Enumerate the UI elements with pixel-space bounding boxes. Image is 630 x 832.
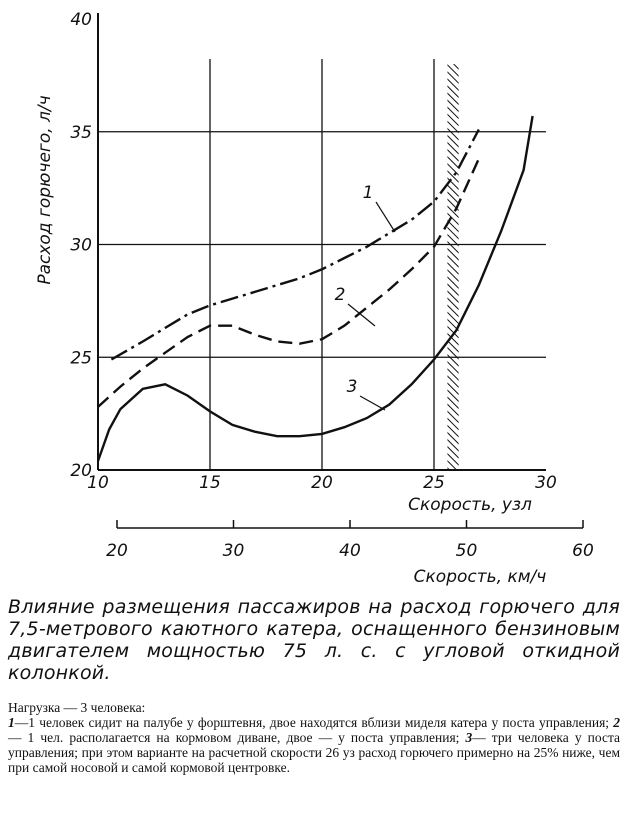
x-tick-label: 10 (87, 473, 109, 493)
y-tick-label: 30 (70, 236, 92, 256)
item-number: 3 (465, 730, 473, 745)
item-number: 1 (8, 715, 15, 730)
y-tick-label: 35 (70, 123, 92, 143)
x2-tick-label: 50 (456, 541, 478, 561)
series-line (97, 158, 480, 408)
x-tick-label: 25 (423, 473, 445, 493)
caption: Влияние размещения пассажиров на расход … (8, 596, 620, 684)
series-line (110, 128, 480, 361)
item-text: —1 человек сидит на палубе у форштевня, … (14, 715, 610, 730)
series-label: 3 (347, 377, 358, 397)
design-speed-band (447, 64, 459, 470)
x-tick-label: 15 (199, 473, 221, 493)
series-line (96, 115, 534, 462)
y-tick-label: 20 (70, 461, 92, 481)
x2-axis-label: Скорость, км/ч (414, 567, 547, 587)
y-axis-label: Расход горючего, л/ч (35, 95, 55, 284)
y-tick-label: 40 (70, 10, 92, 30)
item-number: 2 (613, 715, 621, 730)
note-heading: Нагрузка — 3 человека: (8, 700, 146, 715)
note-items: 1—1 человек сидит на палубе у форштевня,… (8, 715, 620, 775)
x-tick-label: 20 (311, 473, 333, 493)
x2-tick-label: 60 (572, 541, 594, 561)
note: Нагрузка — 3 человека: 1—1 человек сидит … (8, 700, 620, 775)
series-label: 1 (363, 183, 374, 203)
chart: Расход горючего, л/ч Скорость, узл Скоро… (35, 10, 594, 587)
label-leader (347, 303, 376, 327)
x-tick-label: 30 (535, 473, 557, 493)
series-label: 2 (335, 285, 346, 305)
x2-tick-label: 40 (339, 541, 361, 561)
label-leader (375, 201, 396, 233)
x2-tick-label: 30 (223, 541, 245, 561)
x-axis-label: Скорость, узл (408, 495, 532, 515)
y-tick-label: 25 (70, 348, 92, 368)
item-text: — три человека у поста управления; при э… (8, 730, 620, 775)
x2-tick-label: 20 (106, 541, 128, 561)
label-leader (359, 395, 386, 411)
item-text: — 1 чел. располагается на кормовом диван… (8, 730, 460, 745)
